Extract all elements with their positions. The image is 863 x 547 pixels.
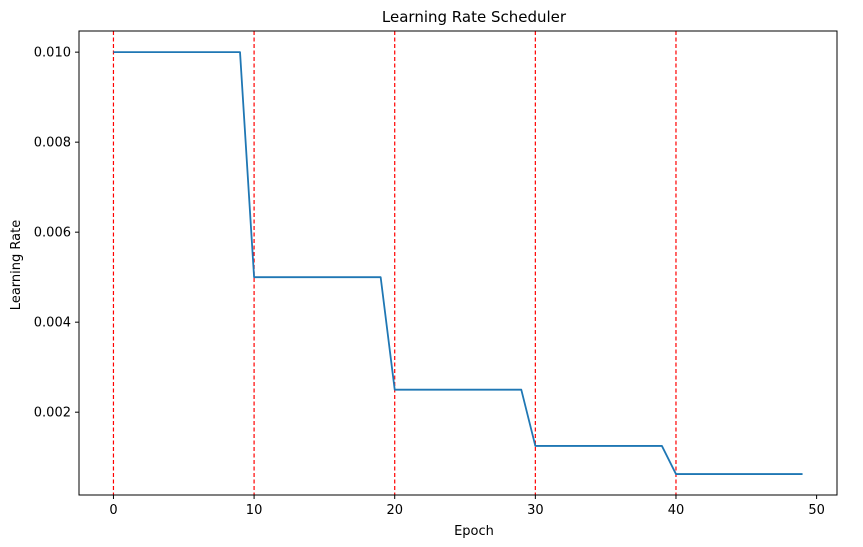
y-tick-label-0.010: 0.010 [34,46,71,61]
y-axis-title: Learning Rate [9,220,24,310]
x-tick-label-50: 50 [808,503,825,518]
series-line-0 [113,51,803,475]
y-tick-label-0.008: 0.008 [34,136,71,151]
x-axis-title: Epoch [454,524,494,539]
x-tick-label-30: 30 [527,503,544,518]
y-tick-label-0.002: 0.002 [34,406,71,421]
plot-frame [78,30,838,496]
x-tick-label-10: 10 [246,503,263,518]
x-tick-label-0: 0 [109,503,117,518]
y-tick-label-0.006: 0.006 [34,226,71,241]
chart-title: Learning Rate Scheduler [382,8,567,26]
x-tick-label-40: 40 [668,503,685,518]
x-tick-label-20: 20 [386,503,403,518]
y-tick-label-0.004: 0.004 [34,316,71,331]
